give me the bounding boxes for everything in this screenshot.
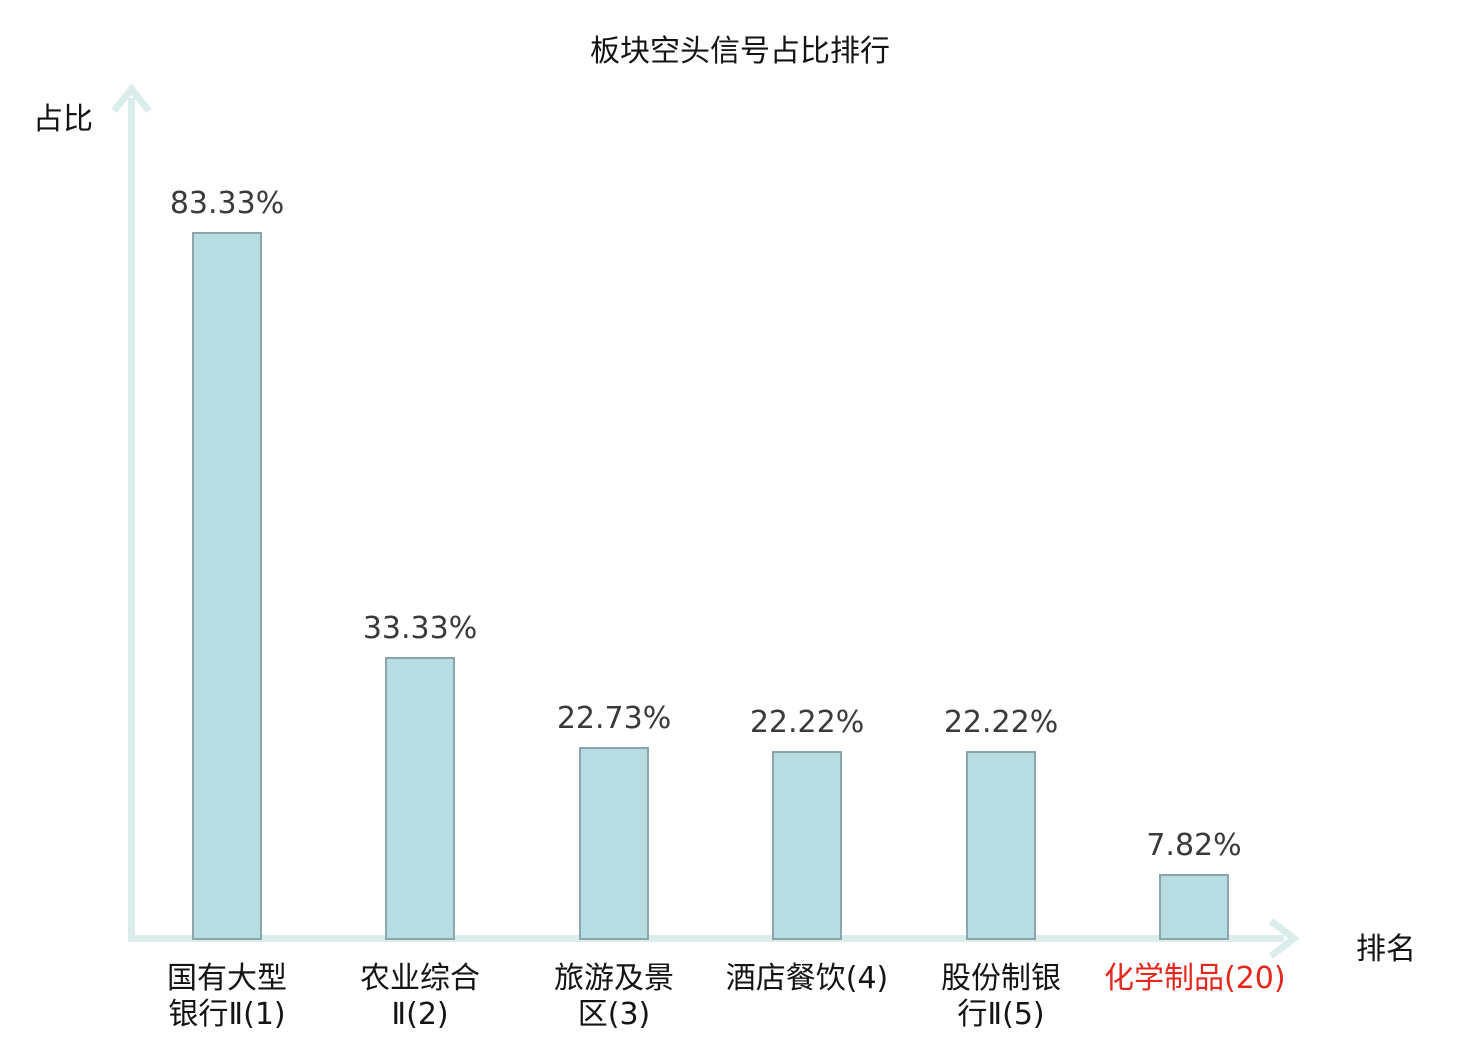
bar-value-label: 22.73% — [556, 701, 672, 736]
bar-category-label: 酒店餐饮(4) — [717, 961, 897, 997]
bar-category-label: 化学制品(20) — [1104, 961, 1286, 997]
bar-category-line2: Ⅱ(2) — [391, 997, 449, 1032]
chart-title: 板块空头信号占比排行 — [590, 34, 890, 69]
bar-group: 22.22% 酒店餐饮(4) — [726, 705, 889, 996]
bar-category-line2: 行Ⅱ(5) — [957, 997, 1045, 1032]
bar-group: 22.73% 旅游及景 区(3) — [554, 701, 674, 1032]
bar-value-label: 22.22% — [943, 705, 1059, 740]
bar-value-label: 83.33% — [169, 186, 285, 221]
bar-category-line1: 化学制品(20) — [1104, 961, 1286, 996]
bar-category-label: 国有大型 银行Ⅱ(1) — [137, 961, 317, 1033]
bar-category-line2: 银行Ⅱ(1) — [168, 997, 286, 1032]
bar — [385, 657, 455, 940]
bar-category-line1: 酒店餐饮(4) — [725, 961, 889, 996]
bar — [1159, 874, 1229, 940]
bar — [772, 751, 842, 940]
bar-value-label: 33.33% — [362, 611, 478, 646]
bar-category-label: 旅游及景 区(3) — [524, 961, 704, 1033]
bar — [579, 747, 649, 940]
y-axis-label: 占比 — [33, 102, 93, 137]
bar-category-line1: 股份制银 — [941, 961, 1061, 996]
bar-value-label: 7.82% — [1146, 828, 1242, 863]
bar-category-label: 股份制银 行Ⅱ(5) — [911, 961, 1091, 1033]
x-axis-arrow-icon — [1268, 918, 1300, 959]
bar-category-label: 农业综合 Ⅱ(2) — [330, 961, 510, 1033]
bar-category-line1: 农业综合 — [360, 961, 480, 996]
bar-category-line2: 区(3) — [577, 997, 651, 1032]
bar-group: 83.33% 国有大型 银行Ⅱ(1) — [167, 186, 287, 1032]
y-axis-arrow-icon — [111, 83, 152, 114]
bar-group: 33.33% 农业综合 Ⅱ(2) — [360, 611, 480, 1032]
bar-group: 7.82% 化学制品(20) — [1104, 828, 1286, 996]
x-axis-label: 排名 — [1356, 932, 1416, 967]
bar — [966, 751, 1036, 940]
bar-category-line1: 国有大型 — [167, 961, 287, 996]
bar-category-line1: 旅游及景 — [554, 961, 674, 996]
bar-group: 22.22% 股份制银 行Ⅱ(5) — [941, 705, 1061, 1032]
bar-value-label: 22.22% — [749, 705, 865, 740]
bar — [192, 232, 262, 940]
